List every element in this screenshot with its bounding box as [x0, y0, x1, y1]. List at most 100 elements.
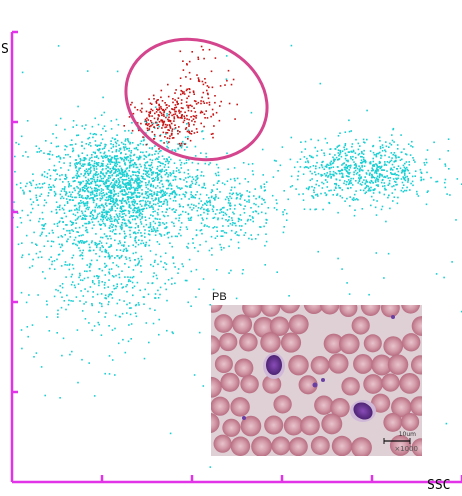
- data-point: [179, 226, 182, 229]
- data-point: [96, 163, 98, 165]
- data-point: [371, 176, 373, 179]
- data-point: [121, 222, 123, 224]
- data-point: [98, 185, 100, 188]
- data-point: [259, 226, 261, 228]
- data-point: [407, 169, 409, 172]
- data-point: [330, 163, 332, 166]
- data-point: [187, 106, 189, 108]
- data-point: [76, 163, 78, 165]
- data-point: [71, 350, 73, 353]
- data-point: [401, 169, 404, 171]
- data-point: [101, 269, 104, 272]
- data-point: [151, 109, 154, 112]
- data-point: [75, 162, 78, 164]
- data-point: [184, 195, 186, 198]
- data-point: [46, 176, 48, 179]
- data-point: [149, 201, 151, 203]
- data-point: [213, 125, 215, 127]
- data-point: [368, 187, 371, 190]
- data-point: [145, 202, 147, 204]
- data-point: [247, 195, 250, 198]
- data-point: [156, 179, 159, 181]
- data-point: [102, 96, 104, 99]
- data-point: [148, 114, 150, 116]
- data-point: [337, 170, 340, 172]
- data-point: [53, 223, 56, 225]
- data-point: [105, 154, 107, 157]
- data-point: [209, 204, 212, 206]
- data-point: [348, 151, 351, 153]
- data-point: [224, 198, 227, 201]
- data-point: [77, 216, 80, 218]
- data-point: [154, 153, 156, 155]
- data-point: [125, 256, 127, 258]
- data-point: [393, 180, 396, 183]
- data-point: [167, 175, 169, 178]
- data-point: [123, 190, 126, 192]
- data-point: [111, 186, 113, 188]
- data-point: [102, 216, 105, 219]
- data-point: [91, 240, 93, 242]
- data-point: [103, 111, 106, 114]
- data-point: [54, 179, 56, 181]
- data-point: [235, 192, 238, 194]
- data-point: [338, 158, 341, 160]
- data-point: [121, 244, 123, 247]
- data-point: [37, 256, 40, 259]
- data-point: [180, 198, 183, 200]
- data-point: [195, 205, 197, 207]
- data-point: [85, 202, 87, 204]
- data-point: [166, 329, 168, 332]
- data-point: [178, 112, 181, 114]
- data-point: [109, 183, 112, 185]
- data-point: [83, 277, 86, 280]
- data-point: [133, 153, 136, 156]
- data-point: [379, 147, 382, 150]
- data-point: [293, 166, 296, 169]
- data-point: [59, 246, 62, 249]
- data-point: [156, 277, 158, 280]
- data-point: [158, 107, 161, 109]
- data-point: [207, 93, 209, 96]
- data-point: [86, 206, 89, 209]
- data-point: [339, 195, 342, 197]
- data-point: [83, 163, 86, 166]
- red-blood-cell: [410, 396, 422, 416]
- data-point: [145, 192, 148, 194]
- data-point: [29, 181, 31, 183]
- data-point: [403, 169, 405, 172]
- data-point: [172, 208, 175, 210]
- data-point: [152, 230, 154, 232]
- data-point: [163, 110, 166, 112]
- data-point: [111, 137, 114, 139]
- data-point: [187, 176, 189, 179]
- data-point: [402, 190, 405, 193]
- data-point: [163, 215, 166, 218]
- data-point: [125, 225, 127, 227]
- data-point: [132, 211, 135, 214]
- data-point: [128, 205, 131, 207]
- data-point: [300, 141, 302, 143]
- data-point: [121, 199, 124, 201]
- data-point: [179, 164, 182, 166]
- data-point: [204, 81, 207, 84]
- data-point: [58, 155, 60, 157]
- data-point: [390, 152, 393, 154]
- data-point: [156, 191, 159, 193]
- data-point: [365, 173, 368, 175]
- data-point: [336, 146, 338, 148]
- data-point: [234, 179, 236, 182]
- data-point: [25, 185, 27, 188]
- data-point: [171, 108, 173, 110]
- data-point: [109, 168, 111, 170]
- data-point: [109, 196, 111, 198]
- data-point: [40, 256, 43, 258]
- data-point: [228, 199, 230, 202]
- data-point: [124, 140, 127, 142]
- data-point: [172, 170, 175, 172]
- data-point: [114, 205, 116, 208]
- data-point: [115, 161, 117, 164]
- data-point: [375, 155, 378, 157]
- data-point: [112, 195, 115, 197]
- data-point: [346, 167, 349, 169]
